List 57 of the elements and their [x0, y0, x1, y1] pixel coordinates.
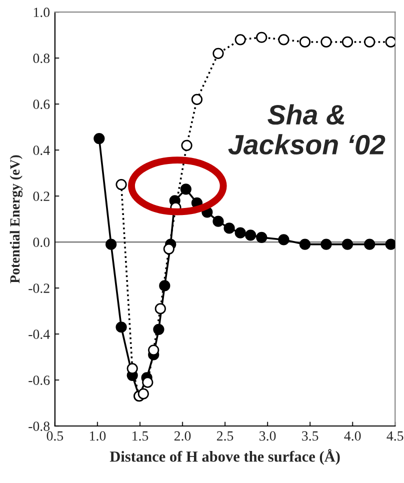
point	[278, 34, 290, 46]
y-axis-title: Potential Energy (eV)	[10, 155, 23, 284]
point	[256, 232, 268, 243]
point	[342, 36, 354, 48]
x-tick-label: 1.0	[90, 431, 106, 441]
point	[163, 243, 174, 254]
point	[278, 234, 290, 246]
x-tick-label: 0.5	[46, 431, 64, 441]
point	[191, 94, 203, 106]
point	[153, 324, 164, 335]
x-tick-label: 2.5	[216, 431, 234, 441]
point	[342, 238, 354, 250]
x-tick-label: 1.5	[132, 431, 148, 441]
x-tick-label: 3.0	[260, 431, 276, 441]
x-axis-title: Distance of H above the surface (Å)	[110, 449, 340, 465]
point	[212, 48, 224, 60]
x-tick-label: 4.5	[386, 431, 404, 441]
point	[212, 216, 224, 227]
y-tick-label: 1.0	[34, 8, 50, 18]
point	[126, 362, 138, 374]
y-tick-label: 0.0	[33, 238, 50, 248]
point	[116, 322, 127, 333]
point	[320, 238, 332, 250]
point	[116, 178, 127, 190]
point	[180, 184, 192, 195]
y-tick-label: 0.8	[33, 54, 50, 64]
point	[364, 238, 376, 250]
y-tick-label: -0.8	[28, 422, 50, 432]
point	[234, 227, 246, 238]
point	[234, 34, 246, 46]
y-tick-label: -0.2	[28, 284, 50, 294]
y-tick-label: 0.4	[33, 146, 50, 156]
x-tick-label: 3.5	[302, 431, 318, 441]
point	[244, 230, 256, 241]
point	[159, 280, 170, 292]
y-tick-label: 0.2	[33, 192, 50, 202]
annotation: Sha & Jackson ‘02	[228, 104, 386, 155]
point	[299, 36, 311, 48]
x-tick-label: 4.0	[344, 431, 361, 441]
point	[256, 32, 268, 43]
point	[181, 140, 192, 152]
point	[138, 388, 149, 400]
y-tick-label: 0.6	[33, 100, 50, 110]
point	[142, 376, 154, 388]
point	[106, 238, 117, 250]
point	[320, 36, 332, 48]
point	[385, 238, 396, 250]
point	[224, 222, 235, 234]
y-tick-label: -0.6	[28, 376, 50, 386]
point	[299, 238, 311, 250]
point	[148, 344, 160, 356]
y-tick-label: -0.4	[28, 330, 50, 340]
point	[154, 303, 166, 314]
point	[385, 36, 396, 48]
point	[364, 36, 376, 48]
point	[94, 133, 105, 144]
x-tick-label: 2.0	[174, 431, 191, 441]
